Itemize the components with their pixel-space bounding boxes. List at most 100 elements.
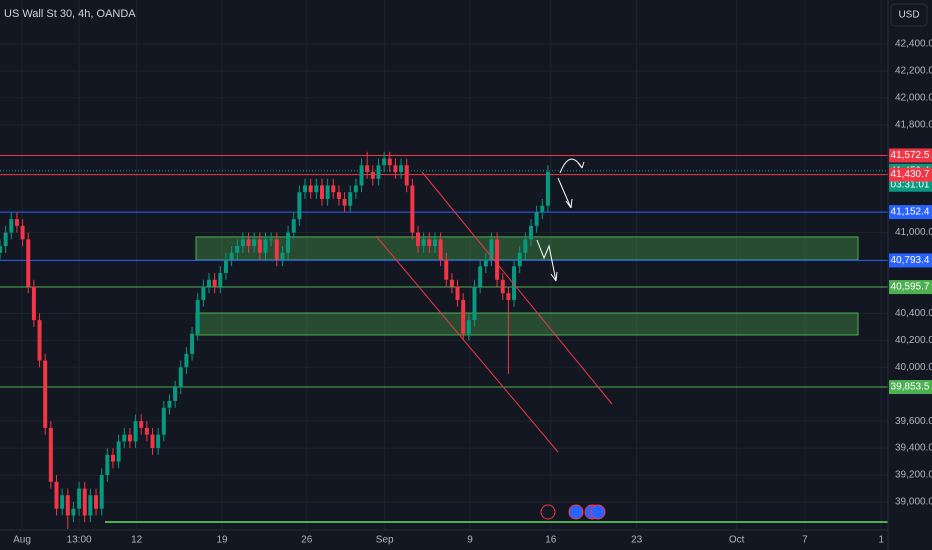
chart-title: US Wall St 30, 4h, OANDA (4, 8, 136, 20)
candle-body (201, 286, 206, 300)
x-tick-label: 13:00 (67, 535, 92, 546)
candle-body (353, 185, 358, 193)
y-tick-label: 39,400.0 (895, 443, 932, 454)
candle-body (421, 239, 426, 247)
candle-body (184, 353, 189, 368)
price-label-box (889, 205, 932, 220)
candle-body (235, 246, 240, 253)
candle-body (303, 185, 308, 193)
y-tick-label: 39,000.0 (895, 497, 932, 508)
candle-body (173, 387, 178, 401)
currency-label[interactable]: USD (898, 10, 919, 21)
x-tick-label: 26 (301, 535, 313, 546)
candle-body (489, 239, 494, 260)
candle-body (133, 421, 138, 442)
y-tick-label: 42,400.0 (895, 39, 932, 50)
candle-body (65, 495, 70, 516)
x-tick-label: 16 (545, 535, 557, 546)
levels (0, 154, 888, 388)
event-icon[interactable] (568, 504, 584, 520)
price-label-box (889, 167, 932, 182)
candle-body (48, 427, 53, 482)
candle-body (82, 488, 87, 516)
candle-body (393, 165, 398, 172)
candle-body (212, 279, 217, 287)
candle-body (444, 259, 449, 280)
x-tick-label: 19 (216, 535, 228, 546)
candle-body (342, 198, 347, 206)
candle-body (336, 192, 341, 199)
candle-body (218, 273, 223, 287)
candle-body (94, 495, 99, 509)
arrow (559, 158, 585, 174)
candle-body (297, 192, 302, 220)
price-label-box (889, 148, 932, 163)
candle-body (54, 481, 59, 509)
price-label: 40,595.7 (891, 282, 930, 293)
candle-body (534, 212, 539, 226)
candle-body (190, 333, 195, 354)
candle-body (461, 299, 466, 334)
candle-body (99, 475, 104, 509)
event-icon[interactable] (540, 504, 556, 520)
candle-body (523, 239, 528, 253)
candle-body (416, 232, 421, 247)
candle-body (0, 246, 2, 253)
candle-body (376, 165, 381, 179)
candle-body (207, 279, 212, 287)
candle-body (139, 421, 144, 428)
candle-body (528, 225, 533, 240)
candle-body (399, 165, 404, 172)
candle-body (517, 252, 522, 267)
price-label-box (889, 280, 932, 295)
candle-body (167, 400, 172, 408)
x-tick-label: Oct (729, 535, 745, 546)
candle-body (127, 434, 132, 442)
y-tick-label: 42,200.0 (895, 66, 932, 77)
candle-body (110, 454, 115, 462)
candle-body (291, 219, 296, 233)
candle-body (308, 185, 313, 193)
y-tick-label: 41,800.0 (895, 119, 932, 130)
price-label: 41,572.5 (891, 150, 930, 161)
currency-button[interactable] (890, 3, 928, 27)
candle-body (144, 427, 149, 435)
price-label-box (889, 380, 932, 395)
candle-body (331, 185, 336, 193)
event-icon[interactable] (590, 504, 606, 520)
candle-body (540, 205, 545, 213)
candle-body (31, 286, 36, 321)
x-tick-label: 1 (878, 535, 884, 546)
candle-body (387, 158, 392, 166)
y-tick-label: 39,200.0 (895, 470, 932, 481)
candle-body (438, 239, 443, 260)
candle-body (150, 434, 155, 449)
candle-body (263, 239, 268, 253)
candle-body (506, 293, 511, 300)
y-tick-label: 42,000.0 (895, 93, 932, 104)
candle-body (274, 239, 279, 260)
candle-body (472, 286, 477, 321)
candle-body (116, 441, 121, 462)
candle-body (286, 232, 291, 253)
x-tick-label: Sep (376, 535, 394, 546)
candle-body (3, 232, 8, 247)
channel-line (421, 171, 613, 405)
candle-body (71, 508, 76, 516)
candle-body (466, 320, 471, 334)
candle-body (122, 434, 127, 442)
candle-body (370, 171, 375, 179)
price-label: 39,853.5 (891, 382, 930, 393)
y-tick-label: 41,000.0 (895, 227, 932, 238)
candle-body (348, 192, 353, 206)
y-tick-label: 40,400.0 (895, 308, 932, 319)
price-label-box (889, 253, 932, 268)
x-tick-label: 12 (131, 535, 143, 546)
candle-body (156, 434, 161, 449)
candle-body (223, 259, 228, 274)
candle-body (60, 495, 65, 509)
arrow (536, 239, 558, 282)
candle-body (325, 185, 330, 199)
candle-body (359, 165, 364, 186)
